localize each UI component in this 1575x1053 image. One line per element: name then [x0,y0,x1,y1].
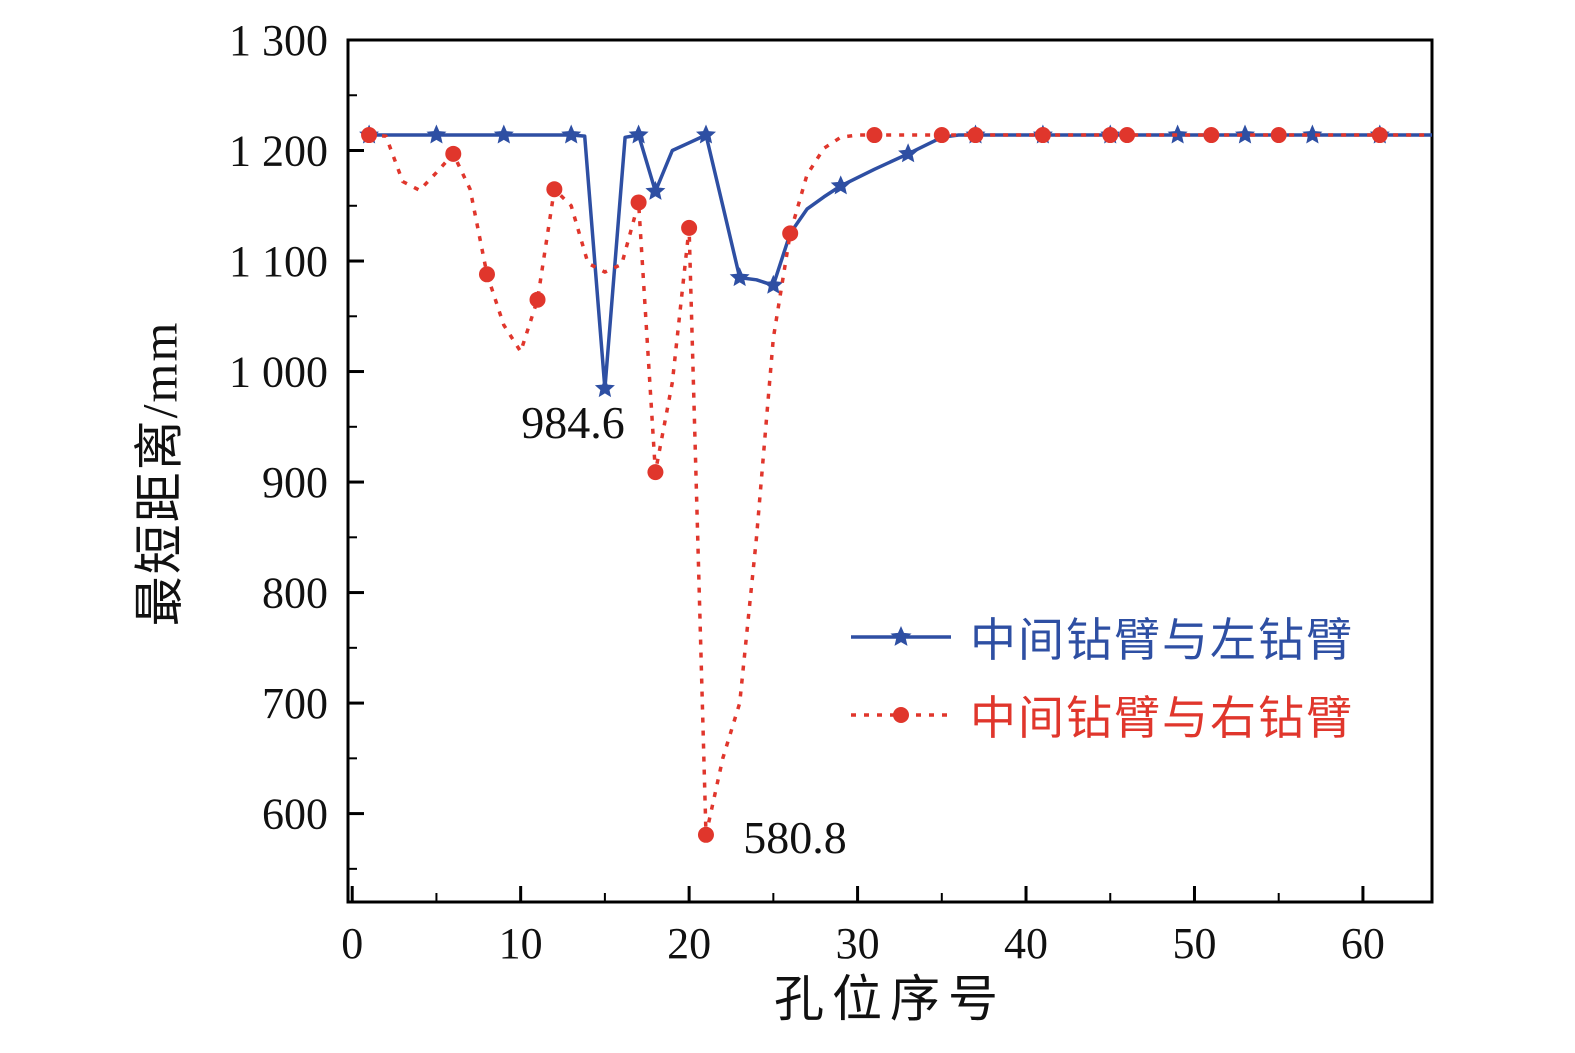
star-marker-icon [696,124,716,144]
y-tick-label: 600 [262,790,328,839]
legend-label-right-arm: 中间钻臂与右钻臂 [970,693,1354,744]
star-marker-icon [628,124,649,144]
x-tick-label: 30 [836,919,880,968]
star-marker-icon [426,124,447,144]
star-marker-icon [645,180,666,200]
circle-marker-icon [1119,127,1136,144]
circle-marker-icon [967,127,984,144]
x-tick-label: 60 [1341,919,1385,968]
series-line-0 [369,133,1432,391]
star-marker-icon [729,267,750,287]
circle-marker-icon [529,291,546,308]
circle-marker-icon [866,127,883,144]
series-line-1 [368,133,1432,837]
y-tick-label: 900 [262,458,328,507]
y-tick-label: 700 [262,679,328,728]
x-tick-label: 40 [1004,919,1048,968]
axes-frame [346,38,1434,904]
y-tick-label: 1 000 [229,348,328,397]
circle-marker-icon [630,194,647,211]
legend-line-circle-icon [851,707,951,723]
star-marker-icon [1235,124,1255,144]
circle-marker-icon [1102,127,1119,144]
circle-marker-icon [647,464,664,481]
circle-marker-icon [782,225,799,242]
circle-marker-icon [478,266,495,283]
x-axis-title: 孔位序号 [774,971,1006,1027]
star-marker-icon [561,124,582,144]
x-tick-label: 20 [667,919,711,968]
circle-marker-icon [1203,127,1220,144]
circle-marker-icon [681,219,698,236]
star-marker-icon [898,143,919,163]
y-axis-title: 最短距离/mm [131,320,188,627]
y-tick-label: 1 300 [229,16,328,65]
circle-marker-icon [445,145,462,162]
y-tick-label: 1 100 [229,237,328,286]
annotation-blue-min: 984.6 [521,397,625,448]
star-marker-icon [594,378,615,398]
x-tick-label: 0 [341,919,363,968]
circle-marker-icon [1371,127,1388,144]
legend-item-right-arm: 中间钻臂与右钻臂 [848,678,1354,752]
circle-marker-icon [546,181,563,198]
annotation-red-min: 580.8 [743,812,847,863]
circle-marker-icon [1270,127,1287,144]
circle-marker-icon [1034,127,1051,144]
legend-label-left-arm: 中间钻臂与左钻臂 [970,615,1354,666]
y-tick-label: 1 200 [229,127,328,176]
circle-marker-icon [933,127,950,144]
x-tick-label: 50 [1172,919,1216,968]
star-marker-icon [1167,124,1188,144]
legend: 中间钻臂与左钻臂 中间钻臂与右钻臂 [848,600,1354,752]
circle-marker-icon [697,826,714,843]
star-marker-icon [830,175,851,195]
circle-marker-icon [361,127,378,144]
star-marker-icon [1302,124,1323,144]
legend-line-star-icon [851,626,951,646]
legend-item-left-arm: 中间钻臂与左钻臂 [848,600,1354,674]
y-tick-label: 800 [262,569,328,618]
star-marker-icon [763,274,784,294]
star-marker-icon [493,124,514,144]
x-tick-label: 10 [499,919,543,968]
